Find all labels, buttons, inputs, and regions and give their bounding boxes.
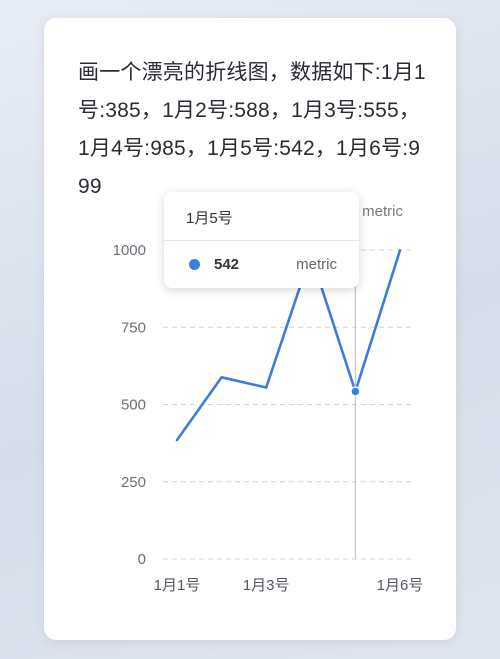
chart-card — [44, 18, 456, 640]
legend[interactable]: metric — [362, 203, 403, 220]
x-tick-label: 1月6号 — [377, 577, 424, 594]
x-tick-label: 1月1号 — [154, 577, 201, 594]
tooltip-value: 542 — [214, 256, 240, 273]
tooltip-divider — [164, 240, 359, 241]
x-tick-label: 1月3号 — [243, 577, 290, 594]
tooltip-series-dot-icon — [189, 259, 200, 270]
y-axis-ticks: 0 250 500 750 1000 — [113, 242, 146, 568]
series-line-metric[interactable] — [175, 249, 402, 442]
y-tick-label: 1000 — [113, 242, 146, 259]
tooltip-title: 1月5号 — [186, 210, 233, 227]
legend-label: metric — [362, 203, 403, 220]
y-tick-label: 0 — [138, 551, 146, 568]
prompt-text: 画一个漂亮的折线图，数据如下:1月1号:385，1月2号:588，1月3号:55… — [78, 61, 426, 198]
y-tick-label: 500 — [121, 397, 146, 414]
data-point-highlight[interactable] — [350, 386, 361, 397]
tooltip-series-name: metric — [296, 256, 337, 273]
x-axis-ticks: 1月1号 1月3号 1月6号 — [154, 577, 424, 594]
data-points[interactable] — [350, 386, 361, 397]
y-tick-label: 750 — [121, 319, 146, 336]
y-tick-label: 250 — [121, 474, 146, 491]
chart-tooltip: 1月5号 542 metric — [164, 192, 359, 288]
